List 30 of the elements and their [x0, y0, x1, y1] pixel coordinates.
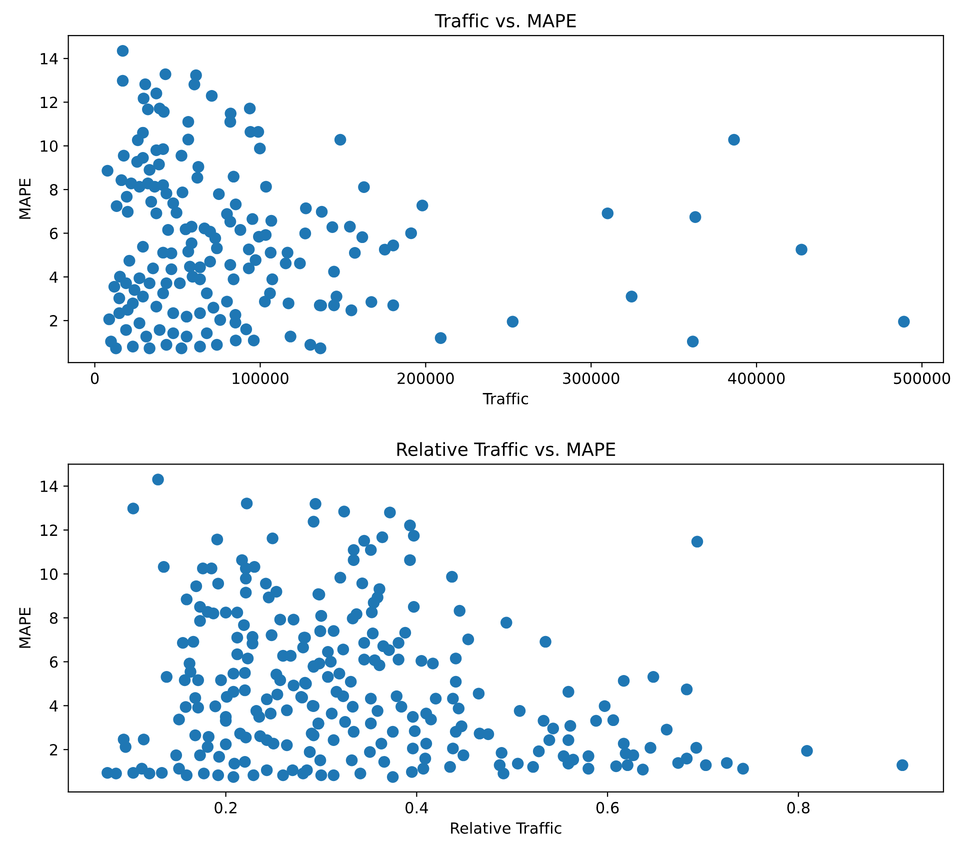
x-axis-title: Traffic — [482, 392, 528, 404]
y-axis-title: MAPE — [19, 608, 30, 648]
y-tick-label: 12 — [40, 524, 58, 536]
chart-title: Relative Traffic vs. MAPE — [397, 442, 616, 456]
y-tick-label: 14 — [40, 53, 58, 64]
x-tick-label: 200000 — [398, 372, 454, 384]
x-tick-label: 500000 — [894, 372, 950, 384]
x-tick-label: 400000 — [728, 372, 785, 384]
y-tick-label: 2 — [50, 315, 58, 326]
x-tick-label: 0 — [90, 372, 99, 384]
y-tick-label: 6 — [50, 228, 58, 240]
y-tick-label: 14 — [40, 480, 58, 492]
x-tick-label: 0.4 — [406, 802, 428, 814]
y-tick-label: 6 — [50, 656, 58, 668]
y-tick-label: 8 — [50, 184, 58, 196]
x-tick-label: 100000 — [232, 372, 288, 384]
x-tick-label: 300000 — [563, 372, 620, 384]
y-tick-label: 12 — [40, 96, 58, 108]
x-tick-label: 0.2 — [214, 802, 236, 814]
x-tick-label: 0.8 — [787, 802, 810, 814]
y-tick-label: 2 — [50, 744, 58, 756]
y-tick-label: 4 — [50, 700, 58, 712]
chart-title: Traffic vs. MAPE — [434, 14, 576, 28]
y-tick-label: 10 — [40, 568, 58, 580]
x-tick-label: 0.6 — [596, 802, 619, 814]
y-tick-label: 10 — [40, 140, 58, 152]
x-axis-title: Relative Traffic — [451, 822, 562, 834]
y-axis-title: MAPE — [19, 178, 30, 219]
y-tick-label: 4 — [50, 272, 58, 283]
y-tick-label: 8 — [50, 612, 58, 624]
